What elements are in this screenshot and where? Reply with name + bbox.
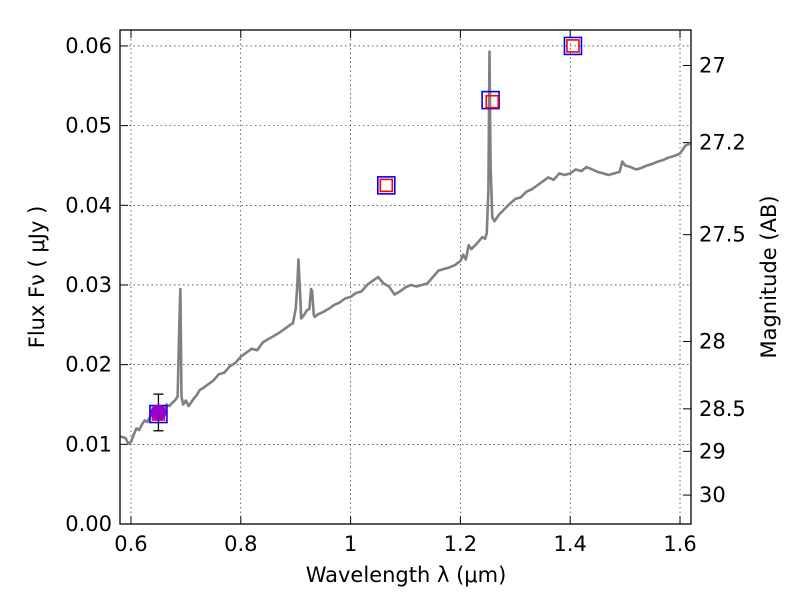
plot-frame [119, 29, 692, 525]
model-point-marker [566, 39, 580, 53]
x-tick-label: 0.8 [224, 532, 257, 556]
model-point-marker [485, 94, 500, 109]
y-tick-label: 0.00 [65, 512, 112, 536]
y-tick-label: 0.05 [65, 114, 112, 138]
model-point-marker [379, 178, 394, 193]
y2-tick-label: 29 [699, 439, 726, 463]
y2-tick-label: 27.2 [699, 131, 746, 155]
x-tick-label: 1 [344, 532, 357, 556]
y-tick-label: 0.02 [65, 353, 112, 377]
photometry-point-marker [481, 90, 500, 110]
measured-point-marker [150, 404, 167, 421]
y-tick-label: 0.04 [65, 193, 112, 217]
y2-tick-label: 28 [699, 329, 726, 353]
y2-axis-title: Magnitude (AB) [757, 195, 781, 358]
photometry-point-marker [563, 36, 583, 56]
plot-background [120, 30, 691, 524]
y-axis-title: Flux Fν ( μJy ) [25, 206, 49, 349]
x-tick-label: 0.6 [114, 532, 147, 556]
photometry-point-marker [376, 176, 396, 195]
x-tick-label: 1.4 [554, 532, 587, 556]
y-tick-label: 0.01 [65, 432, 112, 456]
x-tick-label: 1.2 [444, 532, 477, 556]
tick-labels: 0.6 0.8 1 1.2 1.4 1.6 0.00 0.01 0.02 0.03 0.04 0.05… [65, 34, 746, 556]
y2-tick-label: 28.5 [699, 397, 746, 421]
x-tick-label: 1.6 [663, 532, 696, 556]
y-tick-label: 0.03 [65, 273, 112, 297]
plot-content [120, 36, 691, 445]
y-tick-label: 0.06 [65, 34, 112, 58]
y2-tick-label: 27.5 [699, 223, 746, 247]
spectrum-line [120, 50, 691, 445]
y2-tick-label: 27 [699, 53, 726, 77]
x-axis-title: Wavelength λ (μm) [306, 563, 507, 587]
y2-tick-label: 30 [699, 483, 726, 507]
